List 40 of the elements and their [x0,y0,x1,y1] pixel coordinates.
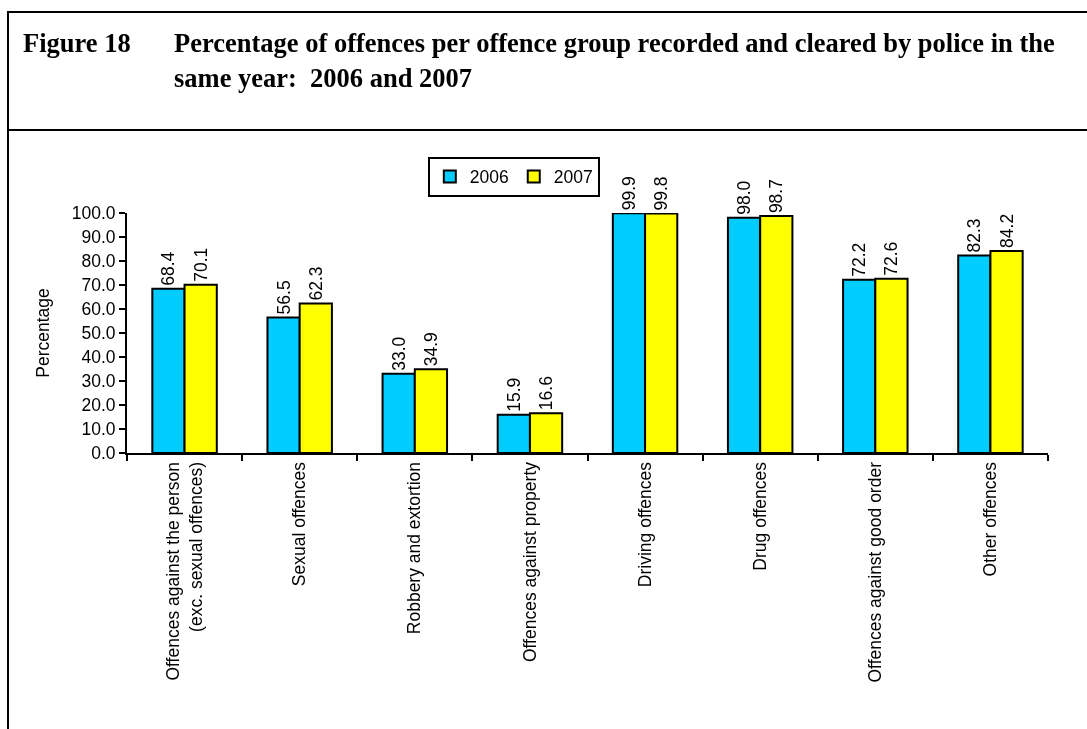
y-tick-label: 40.0 [81,347,116,368]
x-tick-label: Offences against good order [865,461,885,683]
y-tick-label: 10.0 [81,419,116,440]
data-label: 62.3 [305,266,326,301]
x-tick-label: Other offences [980,461,1001,577]
x-tick-label: Sexual offences [289,461,310,587]
data-label: 16.6 [536,376,557,411]
data-label: 98.7 [766,179,787,214]
x-tick-label: Robbery and extortion [404,462,425,635]
legend-label: 2006 [469,167,509,188]
y-tick-label: 60.0 [81,299,116,320]
y-tick-label: 50.0 [81,323,116,344]
data-label: 72.2 [849,242,870,277]
x-tick-label: Offences against property [519,461,540,663]
legend-label: 2007 [553,167,593,188]
y-tick-label: 90.0 [81,227,116,248]
data-label: 72.6 [881,241,902,276]
x-tick-label: Drug offences [749,461,770,571]
data-label: 99.8 [651,176,672,211]
data-label: 82.3 [964,218,985,253]
data-label: 99.9 [618,176,639,211]
data-label: 56.5 [273,280,294,315]
y-axis-title: Percentage [32,288,53,378]
caption: Figure 18 [23,27,131,60]
y-tick-label: 30.0 [81,371,116,392]
y-tick-label: 70.0 [81,275,116,296]
x-tick-label: Offences against the person (exc. sexual offences) [162,462,206,681]
y-tick-label: 100.0 [71,203,116,224]
data-label: 34.9 [420,332,441,367]
data-label: 98.0 [734,180,755,215]
chart-title: Percentage of offences per offence group recorded and cleared by police in the same year: 2006 and 2007 [174,27,1056,95]
data-label: 68.4 [158,251,179,286]
x-tick-label: Driving offences [634,461,655,588]
data-label: 15.9 [503,377,524,412]
y-tick-label: 20.0 [81,395,116,416]
data-label: 33.0 [388,336,409,371]
y-tick-label: 80.0 [81,251,116,272]
data-label: 70.1 [190,247,211,282]
y-tick-label: 0.0 [91,443,116,464]
data-label: 84.2 [996,213,1017,248]
